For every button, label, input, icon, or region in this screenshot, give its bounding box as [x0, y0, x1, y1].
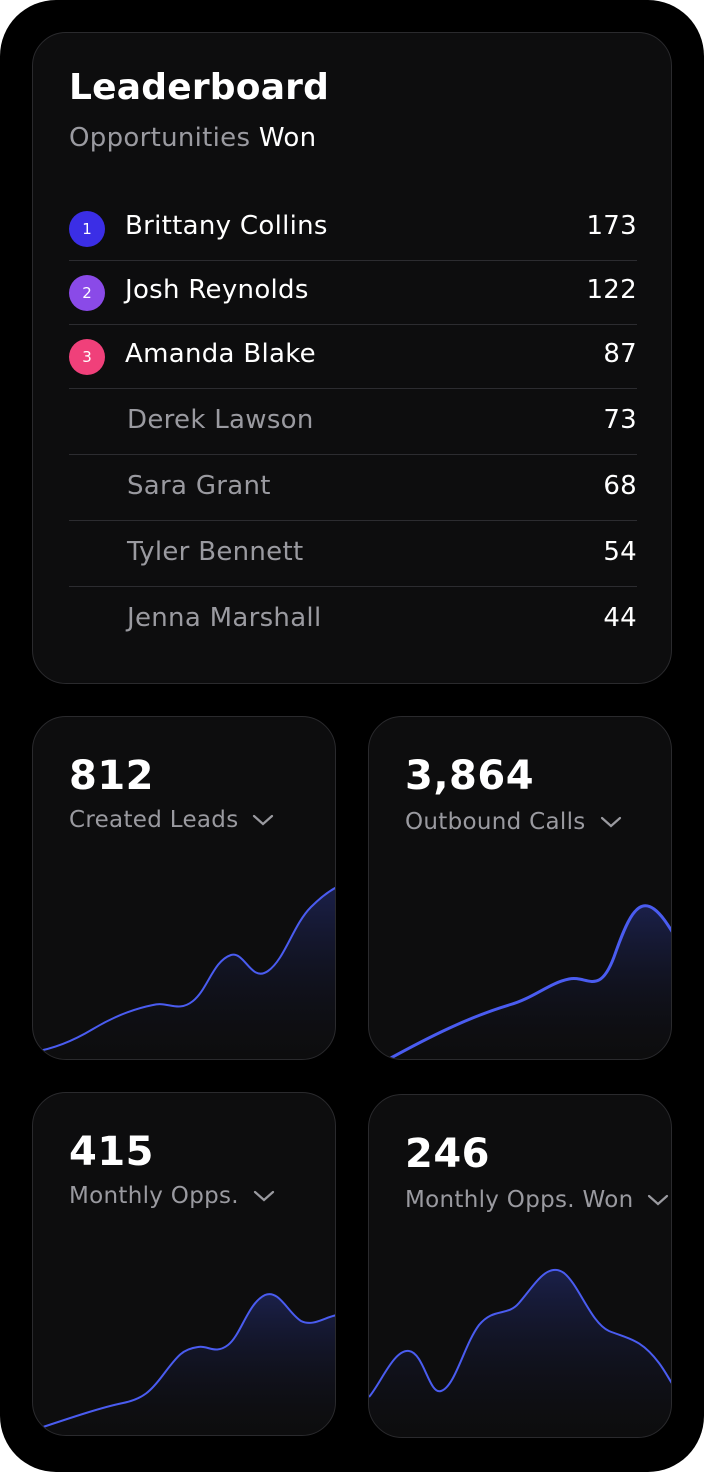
stat-label-text: Monthly Opps. Won: [405, 1187, 634, 1213]
sparkline-chart: [369, 1268, 671, 1437]
chevron-down-icon: [648, 1194, 669, 1206]
leaderboard-name: Sara Grant: [127, 471, 271, 501]
stat-card-outbound-calls[interactable]: 3,864 Outbound Calls: [368, 716, 672, 1060]
leaderboard-value: 87: [603, 339, 637, 369]
leaderboard-subtitle: Opportunities Won: [69, 123, 316, 153]
rank-badge: 2: [69, 275, 105, 311]
stat-value: 246: [405, 1131, 490, 1177]
stat-label-dropdown[interactable]: Monthly Opps.: [69, 1183, 275, 1209]
leaderboard-name: Brittany Collins: [125, 211, 328, 241]
leaderboard-title: Leaderboard: [69, 67, 330, 108]
rank-badge: 1: [69, 211, 105, 247]
stat-label-dropdown[interactable]: Created Leads: [69, 807, 274, 833]
sparkline-chart: [42, 1293, 335, 1435]
sparkline-chart: [33, 886, 335, 1059]
leaderboard-row[interactable]: 2 Josh Reynolds 122: [69, 261, 637, 325]
leaderboard-name: Tyler Bennett: [127, 537, 304, 567]
chevron-down-icon: [600, 816, 621, 828]
leaderboard-row[interactable]: Jenna Marshall 44: [69, 587, 637, 653]
stat-label-text: Outbound Calls: [405, 809, 586, 835]
stat-label-dropdown[interactable]: Monthly Opps. Won: [405, 1187, 669, 1213]
leaderboard-value: 54: [603, 537, 637, 567]
subtitle-suffix: Won: [258, 123, 317, 153]
stat-label-text: Monthly Opps.: [69, 1183, 239, 1209]
stat-value: 812: [69, 753, 154, 799]
leaderboard-value: 173: [586, 211, 637, 241]
stat-card-monthly-opps[interactable]: 415 Monthly Opps.: [32, 1092, 336, 1436]
leaderboard-value: 44: [603, 603, 637, 633]
leaderboard-name: Jenna Marshall: [127, 603, 322, 633]
stat-label-text: Created Leads: [69, 807, 239, 833]
leaderboard-value: 122: [586, 275, 637, 305]
leaderboard-value: 73: [603, 405, 637, 435]
stat-card-monthly-opps-won[interactable]: 246 Monthly Opps. Won: [368, 1094, 672, 1438]
leaderboard-card: Leaderboard Opportunities Won 1 Brittany…: [32, 32, 672, 684]
leaderboard-row[interactable]: Tyler Bennett 54: [69, 521, 637, 587]
stat-value: 415: [69, 1129, 154, 1175]
leaderboard-row[interactable]: Sara Grant 68: [69, 455, 637, 521]
stat-card-created-leads[interactable]: 812 Created Leads: [32, 716, 336, 1060]
leaderboard-row[interactable]: 1 Brittany Collins 173: [69, 197, 637, 261]
leaderboard-name: Amanda Blake: [125, 339, 316, 369]
sparkline-chart: [388, 904, 671, 1059]
leaderboard-value: 68: [603, 471, 637, 501]
chevron-down-icon: [253, 1190, 275, 1202]
leaderboard-name: Derek Lawson: [127, 405, 314, 435]
stat-label-dropdown[interactable]: Outbound Calls: [405, 809, 622, 835]
leaderboard-row[interactable]: 3 Amanda Blake 87: [69, 325, 637, 389]
chevron-down-icon: [253, 814, 274, 826]
subtitle-prefix: Opportunities: [69, 123, 251, 153]
leaderboard-name: Josh Reynolds: [125, 275, 309, 305]
leaderboard-row[interactable]: Derek Lawson 73: [69, 389, 637, 455]
rank-badge: 3: [69, 339, 105, 375]
leaderboard-list: 1 Brittany Collins 173 2 Josh Reynolds 1…: [69, 197, 637, 653]
stat-value: 3,864: [405, 753, 535, 799]
